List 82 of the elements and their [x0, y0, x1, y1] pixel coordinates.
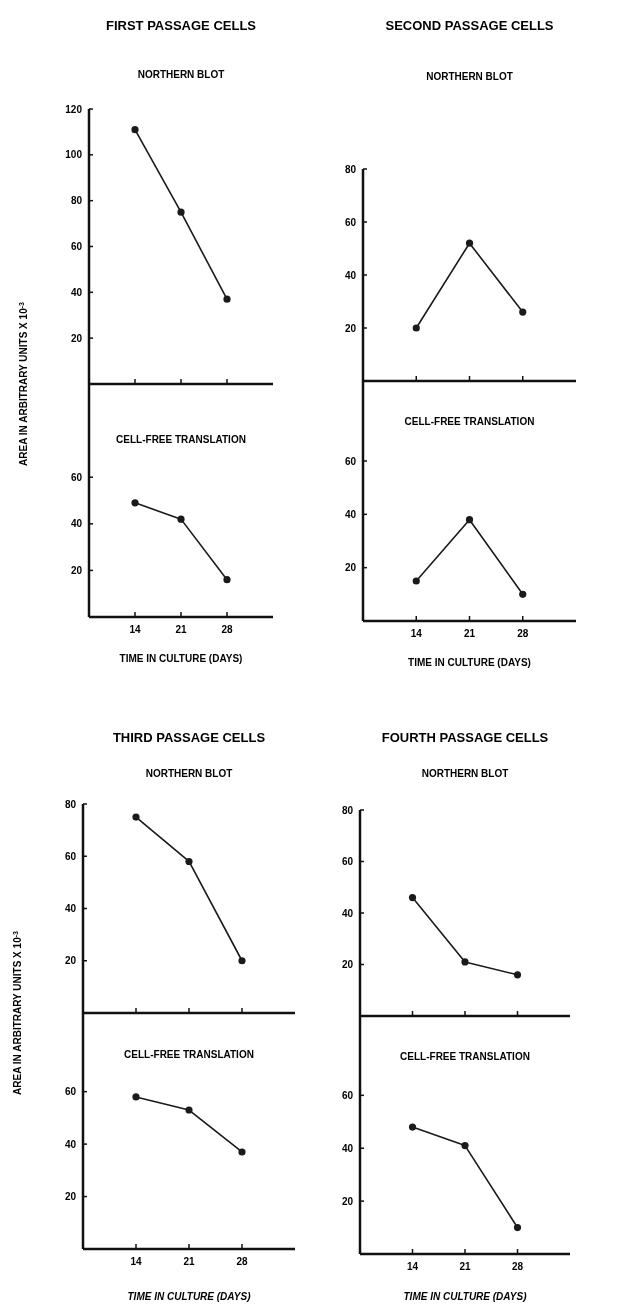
point — [465, 516, 474, 524]
point — [412, 577, 420, 585]
y-tick-label: 60 — [70, 471, 83, 483]
x-tick-label: 21 — [183, 1256, 195, 1267]
y-tick-label: 80 — [64, 798, 77, 810]
x-tick-label: 21 — [175, 624, 187, 635]
x-tick-label: 14 — [130, 1256, 142, 1267]
point — [223, 576, 231, 584]
text: CELL-FREE TRANSLATION — [116, 434, 246, 445]
y-tick-label: 80 — [344, 163, 357, 175]
x-axis-title: TIME IN CULTURE (DAYS) — [408, 657, 531, 668]
y-tick-label: 60 — [344, 216, 357, 228]
point — [513, 971, 522, 979]
text: CELL-FREE TRANSLATION — [404, 416, 535, 427]
point — [238, 957, 246, 965]
point — [461, 958, 469, 966]
x-tick-label: 28 — [221, 624, 233, 635]
x-tick-label: 21 — [459, 1261, 471, 1272]
y-tick-label: 60 — [344, 455, 357, 467]
y-tick-label: 60 — [341, 856, 354, 867]
chart-title: THIRD PASSAGE CELLS — [112, 730, 266, 745]
x-axis-title: TIME IN CULTURE (DAYS) — [403, 1291, 528, 1302]
point — [412, 324, 420, 332]
point — [177, 515, 185, 523]
chart-subtitle: NORTHERN BLOT — [137, 69, 225, 80]
y-tick-label: 40 — [70, 286, 83, 298]
x-tick-label: 14 — [406, 1261, 419, 1272]
y-tick-label: 20 — [341, 959, 354, 970]
y-tick-label: 60 — [64, 850, 77, 862]
y-tick-label: 60 — [341, 1089, 354, 1101]
y-tick-label: 40 — [70, 518, 83, 530]
point — [132, 1093, 140, 1101]
point — [465, 239, 474, 247]
y-tick-label: 20 — [64, 1191, 77, 1203]
y-tick-label: 40 — [344, 269, 357, 281]
point — [238, 1148, 246, 1156]
y-tick-label: 40 — [64, 1138, 77, 1150]
y-tick-label: 60 — [64, 1086, 77, 1098]
y-tick-label: 40 — [344, 508, 357, 520]
chart-subtitle: NORTHERN BLOT — [145, 768, 233, 779]
y-tick-label: 60 — [70, 241, 83, 252]
y-tick-label: 80 — [70, 195, 83, 207]
chart-subtitle: NORTHERN BLOT — [426, 71, 513, 82]
point — [177, 208, 185, 216]
x-tick-label: 14 — [129, 624, 141, 635]
x-tick-label: 28 — [517, 628, 529, 639]
y-tick-label: 20 — [70, 564, 83, 576]
point — [408, 893, 417, 902]
point — [185, 857, 193, 866]
y-tick-label: 20 — [70, 332, 83, 344]
point — [519, 308, 527, 316]
x-axis-title: TIME IN CULTURE (DAYS) — [127, 1291, 252, 1302]
y-tick-label: 20 — [344, 562, 357, 574]
y-tick-label: 40 — [341, 1142, 354, 1154]
chart-title: FOURTH PASSAGE CELLS — [381, 730, 549, 745]
text: CELL-FREE TRANSLATION — [400, 1051, 530, 1062]
y-tick-label: 20 — [64, 955, 77, 967]
point — [408, 1123, 417, 1131]
chart-title: FIRST PASSAGE CELLS — [106, 18, 257, 33]
y-tick-label: 100 — [65, 149, 83, 161]
x-tick-label: 28 — [511, 1261, 524, 1272]
chart-subtitle: NORTHERN BLOT — [421, 768, 509, 779]
point — [185, 1106, 193, 1114]
point — [131, 126, 139, 134]
x-tick-label: 14 — [410, 628, 423, 639]
point — [519, 590, 527, 598]
y-tick-label: 20 — [341, 1195, 354, 1207]
y-tick-label: 80 — [341, 804, 354, 816]
point — [461, 1141, 469, 1150]
y-tick-label: 120 — [65, 103, 83, 115]
y-tick-label: 20 — [344, 322, 357, 334]
x-axis-title: TIME IN CULTURE (DAYS) — [119, 653, 243, 664]
point — [132, 813, 140, 821]
x-tick-label: 21 — [463, 628, 476, 639]
point — [223, 295, 231, 303]
y-tick-label: 40 — [64, 903, 77, 914]
x-tick-label: 28 — [236, 1256, 248, 1267]
text: CELL-FREE TRANSLATION — [124, 1049, 254, 1060]
point — [513, 1223, 522, 1232]
y-tick-label: 40 — [341, 907, 354, 919]
chart-title: SECOND PASSAGE CELLS — [385, 18, 554, 33]
point — [131, 499, 139, 507]
